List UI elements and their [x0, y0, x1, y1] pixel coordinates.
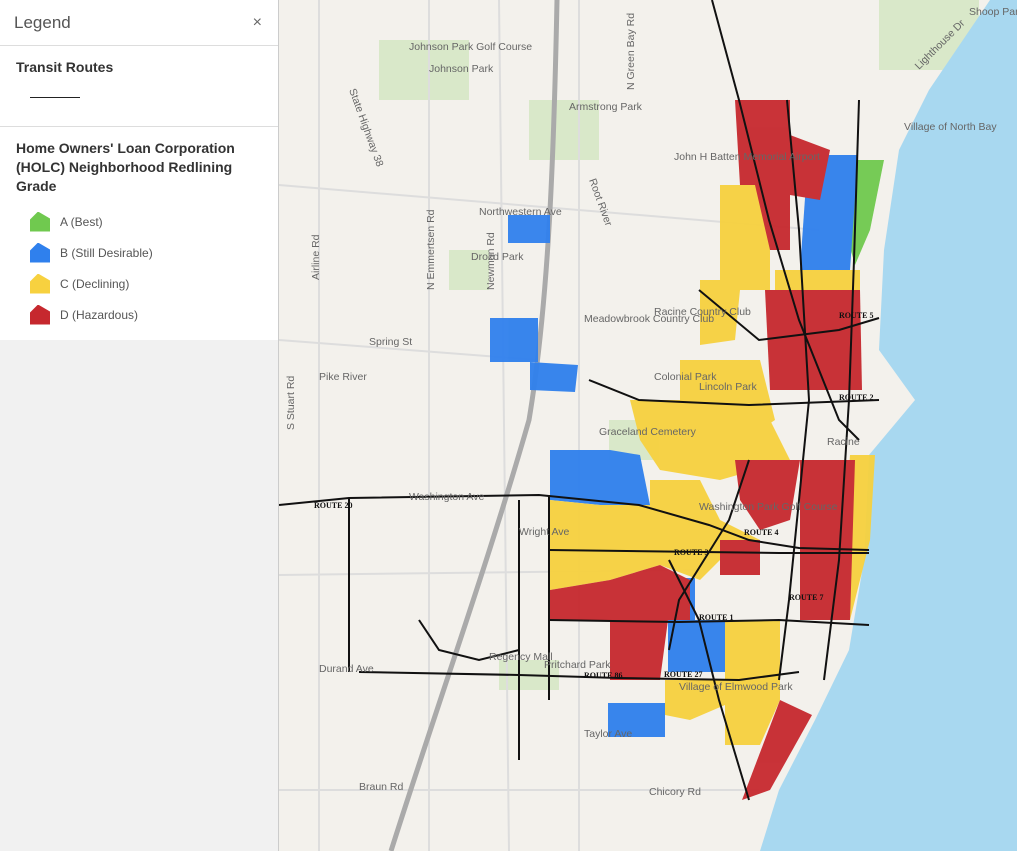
place-label: Northwestern Ave [479, 206, 562, 218]
place-label: Lincoln Park [699, 381, 758, 393]
legend-header: Legend × [0, 0, 278, 46]
place-label: Airline Rd [310, 234, 322, 280]
holc-zone [490, 318, 538, 362]
place-label: Chicory Rd [649, 786, 701, 798]
legend-swatch [30, 304, 50, 325]
place-label: Braun Rd [359, 781, 404, 793]
place-label: Washington Ave [409, 491, 484, 503]
holc-zone [800, 460, 855, 620]
legend-item: B (Still Desirable) [16, 237, 262, 268]
holc-zone [508, 215, 550, 243]
place-label: N Emmertsen Rd [425, 209, 437, 290]
holc-zone [608, 703, 665, 737]
route-label: ROUTE 7 [789, 593, 823, 602]
place-label: Village of North Bay [904, 121, 997, 133]
legend-content: Legend × Transit Routes Home Owners' Loa… [0, 0, 278, 340]
layer-holc: Home Owners' Loan Corporation (HOLC) Nei… [0, 127, 278, 342]
place-label: Johnson Park [429, 63, 494, 75]
close-button[interactable]: × [252, 13, 262, 31]
legend-swatch [30, 273, 50, 294]
legend-item: A (Best) [16, 206, 262, 237]
line-symbol [30, 97, 80, 98]
holc-zone [735, 460, 800, 530]
place-label: Racine Country Club [654, 306, 751, 318]
holc-zone [665, 680, 725, 720]
route-label: ROUTE 27 [664, 670, 702, 679]
legend-label: D (Hazardous) [60, 307, 139, 322]
place-label: S Stuart Rd [285, 376, 297, 430]
place-label: Village of Elmwood Park [679, 681, 793, 693]
route-label: ROUTE 2 [839, 393, 873, 402]
place-label: Washington Park Golf Course [699, 501, 838, 513]
holc-zones [490, 100, 884, 800]
legend-label: A (Best) [60, 214, 103, 229]
holc-zone [725, 620, 780, 745]
place-label: Racine [827, 436, 860, 448]
holc-zone [720, 540, 760, 575]
place-label: Newman Rd [485, 232, 497, 290]
legend-swatch [30, 211, 50, 232]
place-label: Colonial Park [654, 371, 717, 383]
holc-zone [765, 290, 862, 390]
highway [388, 0, 560, 851]
layer-title: Home Owners' Loan Corporation (HOLC) Nei… [16, 140, 235, 194]
legend-title: Legend [14, 12, 71, 32]
place-label: Durand Ave [319, 663, 374, 675]
place-label: Shoop Park Golf Course [969, 6, 1017, 18]
place-label: John H Batten Memorial Airport [674, 151, 820, 163]
place-label: Taylor Ave [584, 728, 632, 740]
route-label: ROUTE 4 [744, 528, 778, 537]
place-label: Meadowbrook Country Club [584, 313, 714, 325]
holc-zone [530, 362, 578, 392]
place-label: Johnson Park Golf Course [409, 41, 532, 53]
layer-title: Transit Routes [16, 59, 114, 75]
holc-zone [550, 480, 760, 590]
place-label: Pritchard Park [544, 659, 611, 671]
route-label: ROUTE 86 [584, 671, 622, 680]
holc-zone [550, 565, 690, 680]
place-label: Drozd Park [471, 251, 524, 263]
holc-zone [550, 450, 650, 505]
legend-label: C (Declining) [60, 276, 130, 291]
holc-zone [742, 700, 812, 800]
legend-item: C (Declining) [16, 268, 262, 299]
legend-item: D (Hazardous) [16, 299, 262, 330]
holc-zone [735, 100, 830, 250]
legend-panel: Legend × Transit Routes Home Owners' Loa… [0, 0, 279, 851]
place-label: Graceland Cemetery [599, 426, 697, 438]
route-label: ROUTE 3 [674, 548, 708, 557]
lake-michigan [760, 0, 1017, 851]
place-label: Regency Mall [489, 651, 553, 663]
place-label: Wright Ave [519, 526, 570, 538]
legend-label: B (Still Desirable) [60, 245, 153, 260]
route-label: ROUTE 20 [314, 501, 352, 510]
route-label: ROUTE 5 [839, 311, 873, 320]
place-label: N Green Bay Rd [625, 13, 637, 90]
place-label: Spring St [369, 336, 412, 348]
map[interactable]: Johnson Park Golf Course Johnson Park Arms… [279, 0, 1017, 851]
route-label: ROUTE 1 [699, 613, 733, 622]
transit-routes [279, 0, 880, 801]
layer-transit: Transit Routes [0, 46, 278, 127]
place-label: Armstrong Park [569, 101, 643, 113]
place-label: Pike River [319, 371, 367, 383]
legend-swatch [30, 242, 50, 263]
